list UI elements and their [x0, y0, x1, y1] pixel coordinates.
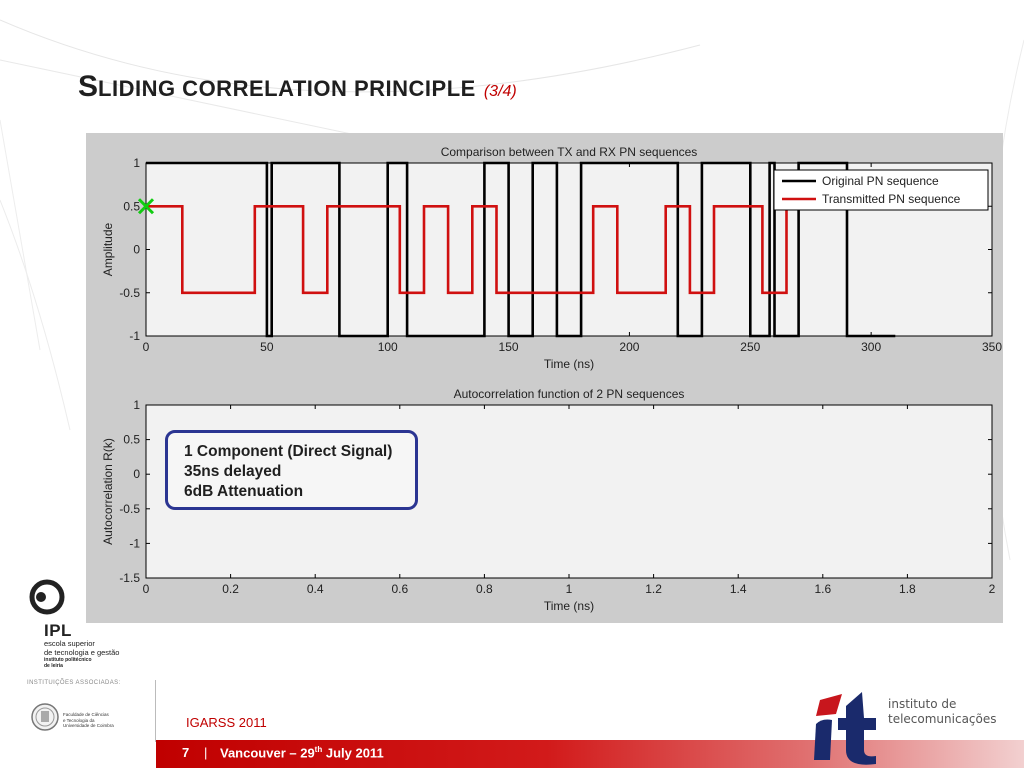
- title-rest: LIDING CORRELATION PRINCIPLE: [98, 76, 476, 101]
- y-tick-label: 0: [133, 243, 140, 257]
- chart-autocorrelation: 0 0.2 0.4 0.6 0.8 1 1.2 1.4 1.6 1.8 2 -1.5 -1 -0.5 0 0.…: [101, 387, 996, 613]
- legend-label: Transmitted PN sequence: [822, 192, 961, 206]
- ipl-subtitle: de leiria: [44, 663, 63, 669]
- slide-title: SLIDING CORRELATION PRINCIPLE (3/4): [78, 70, 517, 104]
- x-tick-label: 100: [378, 340, 398, 354]
- y-tick-label: 0.5: [123, 433, 140, 447]
- university-seal-icon: [31, 703, 59, 731]
- x-tick-label: 0.6: [391, 582, 408, 596]
- y-tick-label: 1: [133, 156, 140, 170]
- x-tick-label: 1.4: [730, 582, 747, 596]
- x-tick-label: 0.8: [476, 582, 493, 596]
- slide-number: 7: [182, 745, 190, 760]
- ipl-wordmark: IPL escola superior de tecnologia e gest…: [44, 621, 120, 670]
- it-wordmark: instituto de telecomunicações: [888, 697, 997, 727]
- x-tick-label: 1: [566, 582, 573, 596]
- y-tick-label: -0.5: [119, 286, 140, 300]
- x-tick-label: 1.6: [814, 582, 831, 596]
- university-name-line: e Tecnologia da: [63, 717, 95, 723]
- x-tick-label: 0: [143, 340, 150, 354]
- x-axis-label: Time (ns): [544, 357, 594, 371]
- series-transmitted-pn: [146, 205, 811, 295]
- footer-bar: 7 | Vancouver – 29th July 2011: [156, 740, 1024, 768]
- y-tick-label: -0.5: [119, 502, 140, 516]
- title-initial: S: [78, 70, 99, 103]
- ipl-subtitle: escola superior: [44, 639, 95, 648]
- venue-date: Vancouver – 29th July 2011: [220, 745, 384, 760]
- it-name-line: telecomunicações: [888, 712, 997, 726]
- x-tick-label: 350: [982, 340, 1002, 354]
- legend-label: Original PN sequence: [822, 174, 939, 188]
- university-name: Faculdade de Ciências e Tecnologia da Un…: [63, 712, 114, 729]
- marker-x-stroke: [137, 198, 155, 215]
- y-tick-label: 1: [133, 398, 140, 412]
- y-tick-label: -1.5: [119, 571, 140, 585]
- x-axis-label: Time (ns): [544, 599, 594, 613]
- y-axis-label: Autocorrelation R(k): [101, 438, 115, 545]
- venue-suffix: July 2011: [322, 745, 384, 761]
- conference-name: IGARSS 2011: [186, 715, 267, 730]
- x-tick-label: 0: [143, 582, 150, 596]
- ipl-subtitle: de tecnologia e gestão: [44, 647, 120, 657]
- university-name-line: Faculdade de Ciências: [63, 712, 109, 717]
- ipl-name: IPL: [44, 621, 72, 640]
- y-axis-label: Amplitude: [101, 223, 115, 277]
- x-tick-label: 250: [740, 340, 760, 354]
- matlab-figure: 0 50 100 150 200 250 300 350 -1 -0.5 0 0.5 1 Comparis…: [86, 133, 1003, 623]
- chart-title: Comparison between TX and RX PN sequence…: [441, 145, 698, 159]
- x-tick-label: 150: [499, 340, 519, 354]
- y-tick-label: -1: [129, 329, 140, 343]
- associated-institutions-label: INSTITUIÇÕES ASSOCIADAS:: [27, 680, 121, 686]
- x-tick-label: 50: [260, 340, 274, 354]
- it-logo-icon: [814, 692, 876, 765]
- university-name-line: Universidade de Coimbra: [63, 723, 114, 728]
- x-tick-label: 1.2: [645, 582, 662, 596]
- chart-title: Autocorrelation function of 2 PN sequenc…: [454, 387, 685, 401]
- legend: [773, 169, 989, 211]
- chart-pn-comparison: 0 50 100 150 200 250 300 350 -1 -0.5 0 0.5 1 Comparis…: [101, 145, 1002, 371]
- x-tick-label: 0.2: [222, 582, 239, 596]
- venue-superscript: th: [314, 745, 323, 754]
- y-tick-label: 0.5: [123, 199, 140, 213]
- annotation-line: 1 Component (Direct Signal): [184, 443, 393, 460]
- title-part-indicator: (3/4): [483, 83, 517, 100]
- x-tick-label: 0.4: [307, 582, 324, 596]
- x-tick-label: 1.8: [899, 582, 916, 596]
- x-tick-label: 200: [619, 340, 639, 354]
- annotation-line: 6dB Attenuation: [184, 483, 304, 500]
- x-tick-label: 2: [989, 582, 996, 596]
- y-tick-label: -1: [129, 536, 140, 550]
- x-tick-label: 300: [861, 340, 881, 354]
- y-tick-label: 0: [133, 467, 140, 481]
- annotation-box: 1 Component (Direct Signal) 35ns delayed…: [165, 430, 418, 510]
- it-name-line: instituto de: [888, 697, 957, 711]
- marker-x: [137, 198, 155, 215]
- footer-separator: |: [204, 745, 208, 760]
- annotation-line: 35ns delayed: [184, 463, 282, 480]
- ipl-circle-logo: [29, 579, 65, 615]
- venue-prefix: Vancouver – 29: [220, 745, 315, 761]
- ipl-subtitle: instituto politécnico: [44, 657, 92, 663]
- footer-divider: [155, 680, 156, 742]
